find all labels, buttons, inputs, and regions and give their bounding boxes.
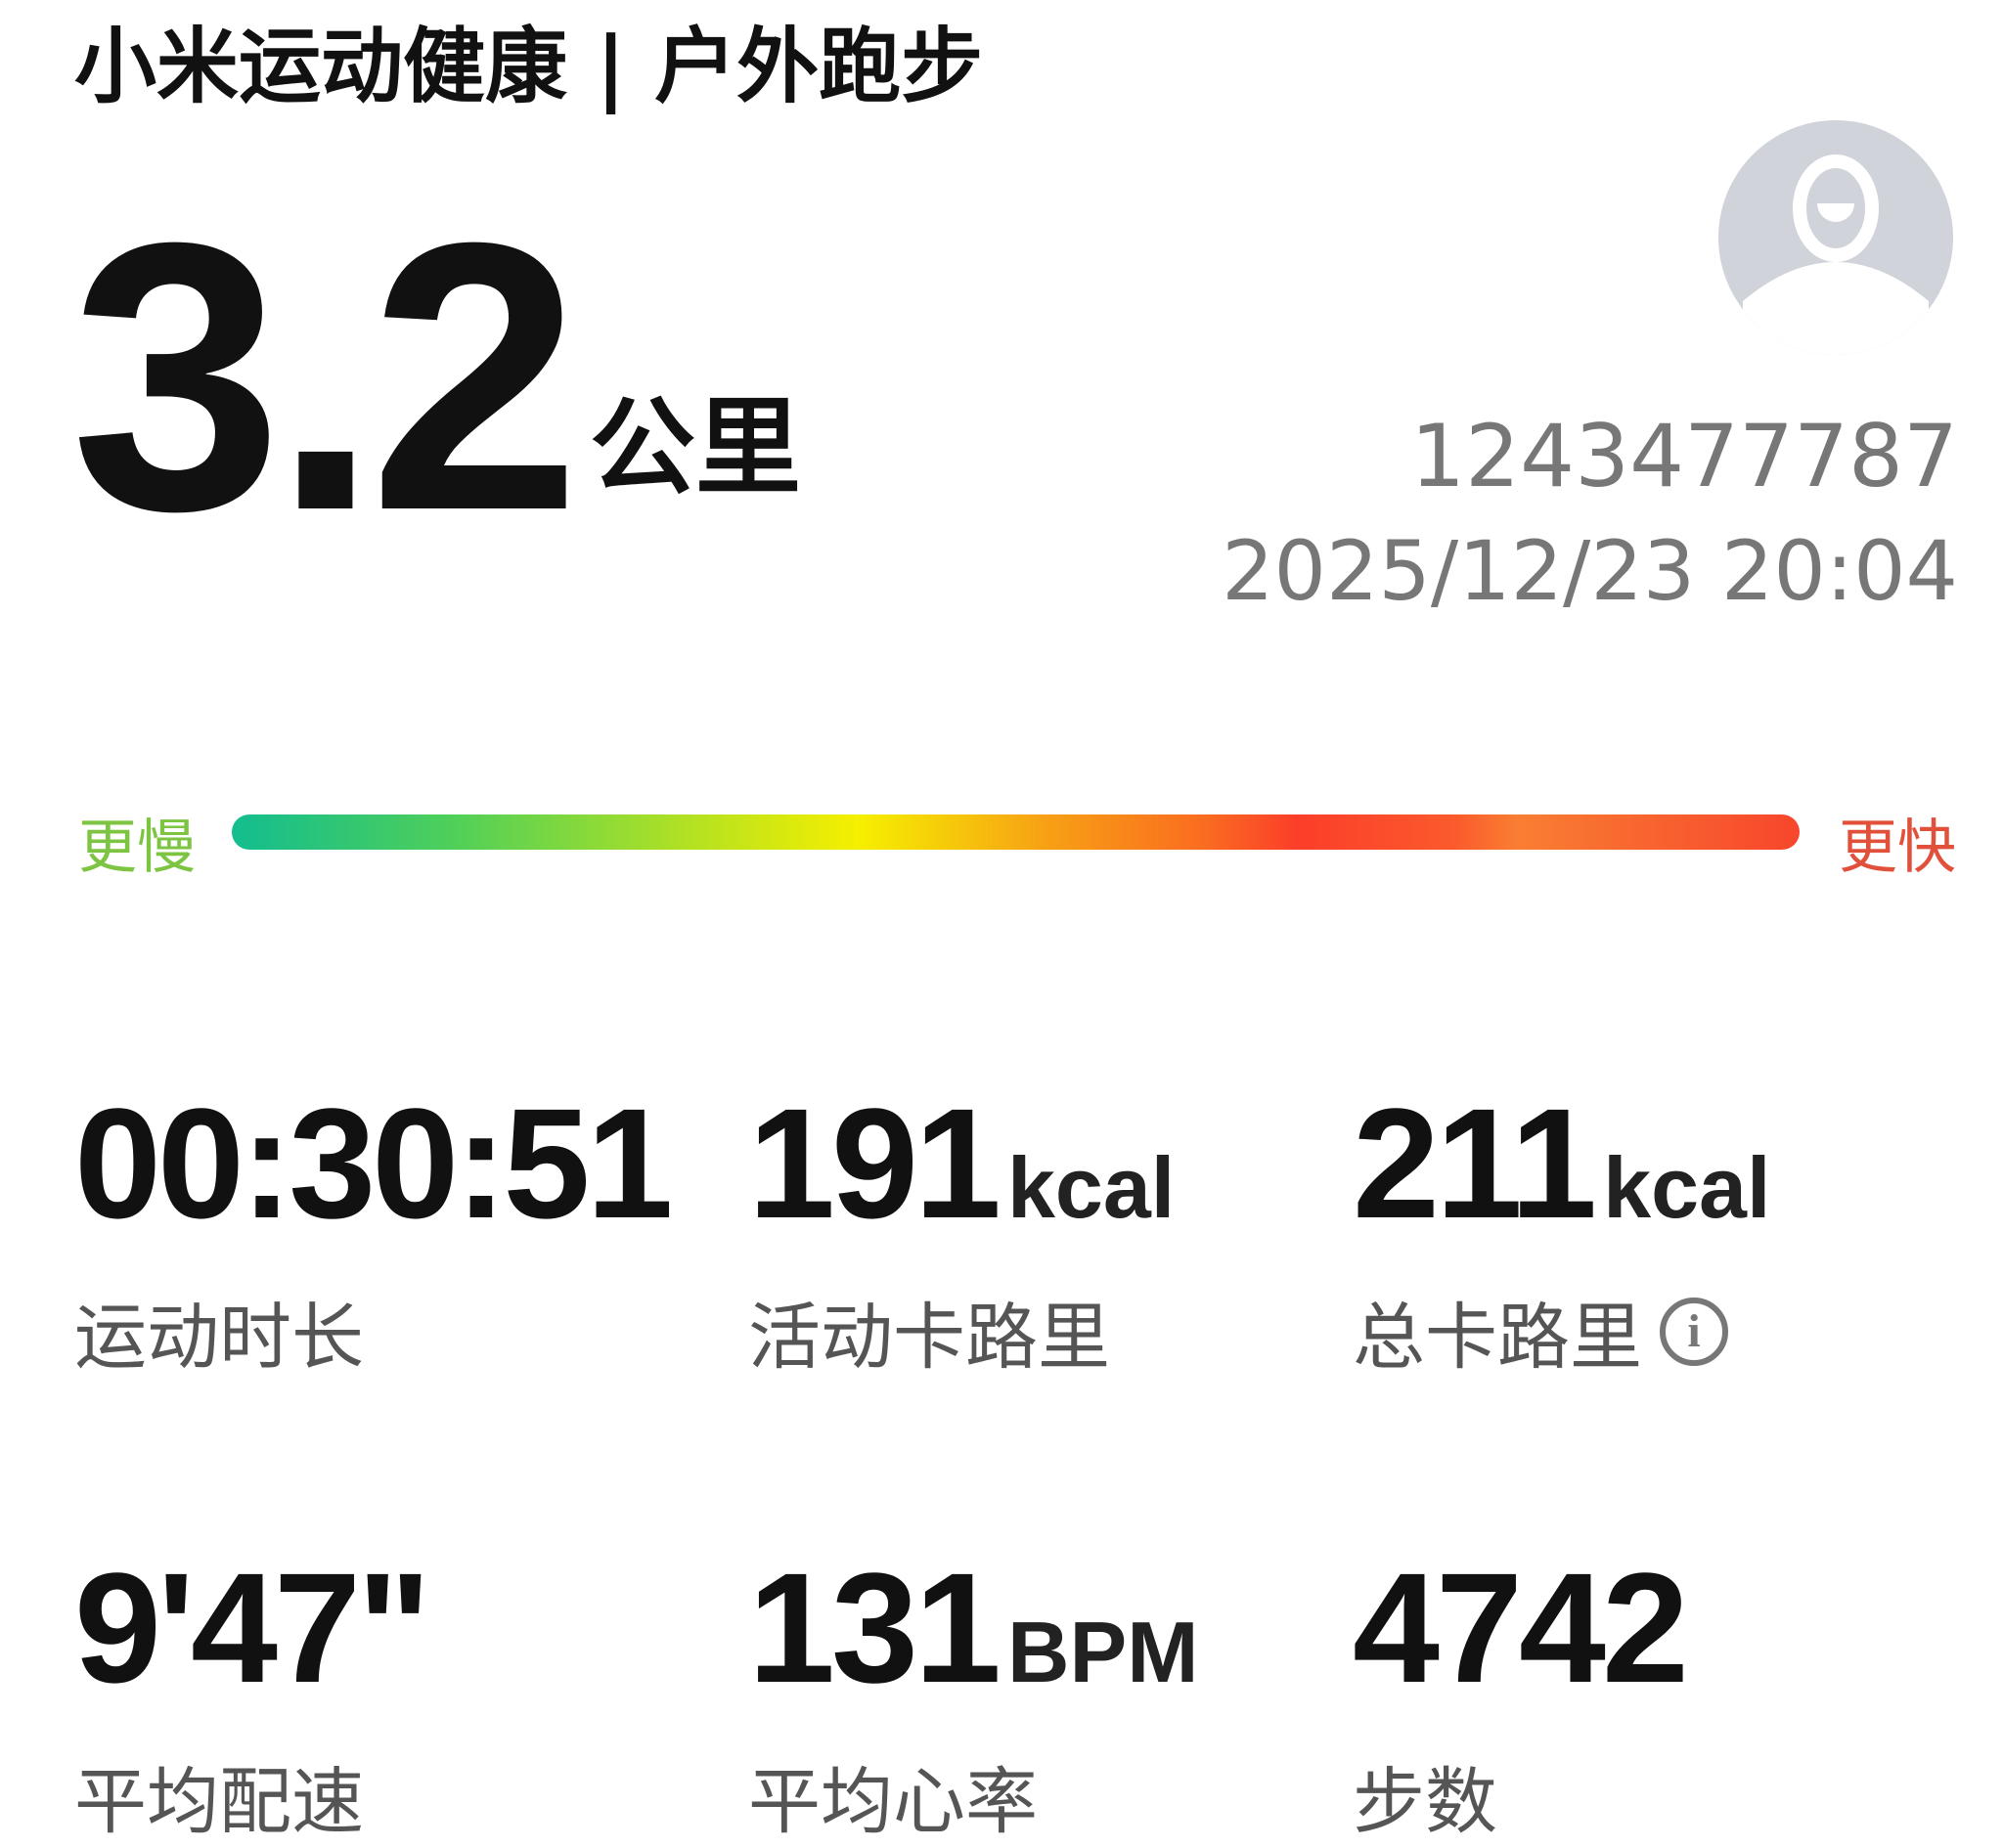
stat-value: 4742 bbox=[1353, 1540, 1689, 1715]
stat-unit: kcal bbox=[1006, 1139, 1176, 1236]
stat-label: 平均心率 bbox=[748, 1760, 1038, 1844]
stat-avg-heart-rate: 131 BPM 平均心率 bbox=[748, 1550, 1199, 1848]
stat-label: 步数 bbox=[1353, 1760, 1497, 1844]
stat-total-calories: 211 kcal 总卡路里 i bbox=[1353, 1085, 1770, 1384]
faster-label: 更快 bbox=[1839, 814, 1956, 882]
stat-value: 211 bbox=[1353, 1076, 1597, 1251]
slower-label: 更慢 bbox=[78, 814, 196, 882]
stat-label: 总卡路里 bbox=[1353, 1296, 1642, 1380]
distance-unit: 公里 bbox=[590, 387, 802, 509]
stat-steps: 4742 步数 bbox=[1353, 1550, 1689, 1848]
stat-label: 活动卡路里 bbox=[748, 1296, 1110, 1380]
stat-avg-pace: 9'47" 平均配速 bbox=[74, 1550, 431, 1848]
stat-label: 运动时长 bbox=[74, 1296, 364, 1380]
page-title: 小米运动健康 | 户外跑步 bbox=[74, 19, 984, 114]
stat-value: 191 bbox=[748, 1076, 1002, 1251]
workout-datetime: 2025/12/23 20:04 bbox=[1222, 523, 1958, 619]
stat-active-calories: 191 kcal 活动卡路里 bbox=[748, 1085, 1175, 1384]
stat-value: 131 bbox=[748, 1540, 1002, 1715]
avatar[interactable] bbox=[1718, 120, 1953, 355]
default-avatar-icon bbox=[1743, 154, 1929, 355]
distance-value: 3.2 bbox=[70, 163, 581, 590]
stat-value: 9'47" bbox=[74, 1540, 431, 1715]
stat-value: 00:30:51 bbox=[74, 1076, 673, 1251]
pace-gradient-bar bbox=[232, 814, 1800, 850]
info-icon[interactable]: i bbox=[1660, 1297, 1728, 1366]
stat-unit: kcal bbox=[1603, 1139, 1771, 1236]
stat-label: 平均配速 bbox=[74, 1760, 364, 1844]
stat-unit: BPM bbox=[1006, 1604, 1199, 1700]
stat-duration: 00:30:51 运动时长 bbox=[74, 1085, 673, 1384]
user-id: 1243477787 bbox=[1410, 406, 1958, 506]
